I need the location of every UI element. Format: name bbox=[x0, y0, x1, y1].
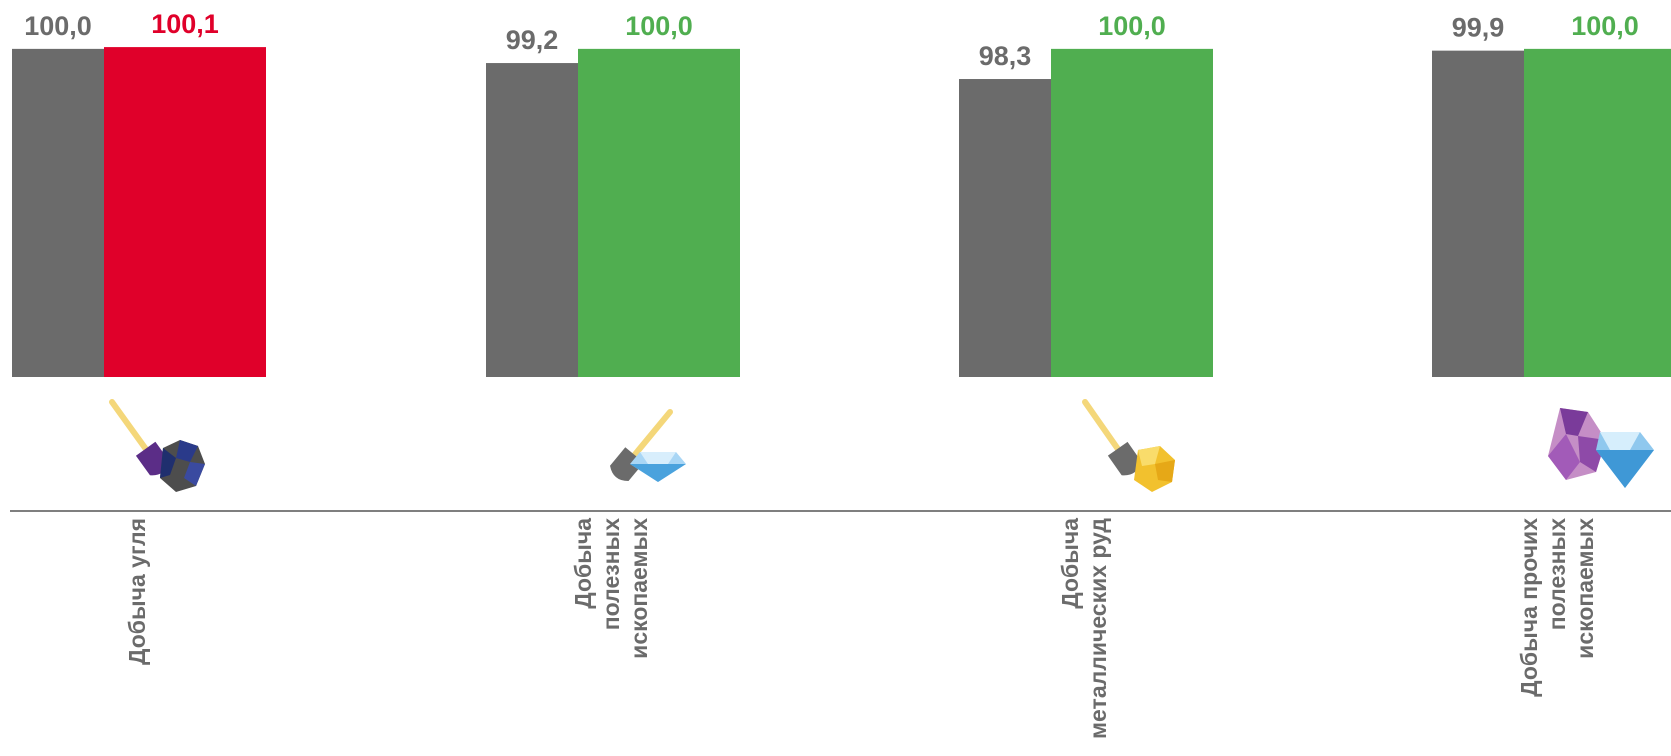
shovel-coal-icon bbox=[109, 399, 205, 492]
bar-series1-2 bbox=[486, 63, 578, 378]
data-label-series2-2: 100,0 bbox=[625, 11, 693, 41]
category-label-3: Добычаметаллических руд bbox=[1057, 518, 1111, 739]
category-label-4: Добыча прочихполезныхископаемых bbox=[1516, 518, 1598, 697]
data-label-series1-3: 98,3 bbox=[979, 41, 1032, 71]
bar-series2-2 bbox=[578, 48, 740, 378]
data-label-series2-1: 100,1 bbox=[151, 9, 219, 39]
bar-series2-3 bbox=[1051, 48, 1213, 378]
category-label-2: Добычаполезныхископаемых bbox=[570, 518, 652, 659]
shovel-diamond-icon bbox=[610, 409, 686, 482]
bar-series2-1 bbox=[104, 47, 266, 378]
data-label-series1-1: 100,0 bbox=[24, 11, 92, 41]
data-label-series2-4: 100,0 bbox=[1571, 11, 1639, 41]
bar-series1-1 bbox=[12, 48, 104, 378]
data-label-series2-3: 100,0 bbox=[1098, 11, 1166, 41]
data-label-series1-2: 99,2 bbox=[506, 25, 559, 55]
bar-series1-4 bbox=[1432, 50, 1524, 378]
gems-icon bbox=[1548, 408, 1654, 488]
data-label-series1-4: 99,9 bbox=[1452, 13, 1505, 43]
bar-series1-3 bbox=[959, 79, 1051, 377]
shovel-gold-ore-icon bbox=[1082, 399, 1175, 492]
bar-series2-4 bbox=[1524, 48, 1671, 378]
category-label-1: Добыча угля bbox=[124, 518, 150, 665]
